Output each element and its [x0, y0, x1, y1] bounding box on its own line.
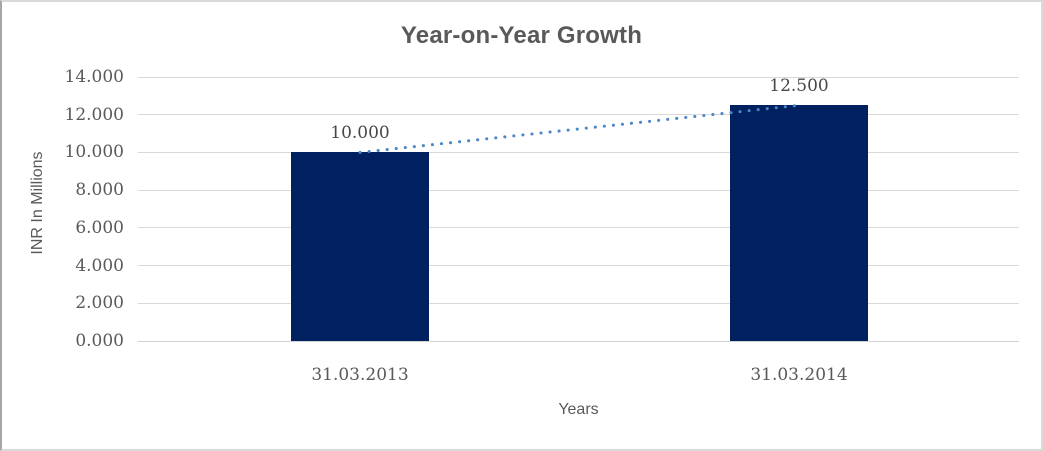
bar-data-label: 12.500	[769, 76, 829, 96]
gridline	[138, 302, 1019, 304]
chart-title: Year-on-Year Growth	[400, 22, 643, 49]
y-tick-label: 2.000	[75, 293, 124, 314]
plot-area: 10.000 12.500	[138, 76, 1019, 342]
y-tick-label: 12.000	[64, 104, 124, 125]
category-label: 31.03.2014	[750, 365, 848, 385]
bar-31.03.2013	[291, 152, 429, 341]
gridline	[138, 151, 1019, 153]
y-axis-title: INR In Millions	[29, 151, 46, 255]
bar-data-label: 10.000	[330, 123, 390, 143]
gridline	[138, 265, 1019, 267]
y-tick-label: 10.000	[64, 142, 124, 163]
y-tick-label: 14.000	[64, 67, 124, 87]
y-tick-label: 8.000	[75, 180, 124, 201]
bar-31.03.2014	[730, 105, 868, 341]
y-tick-label: 0.000	[75, 331, 124, 351]
y-tick-label: 4.000	[75, 255, 124, 276]
category-label: 31.03.2013	[311, 365, 409, 385]
gridline	[138, 340, 1019, 342]
gridline	[138, 227, 1019, 229]
trendline	[358, 103, 801, 154]
gridline	[138, 76, 1019, 78]
x-axis-title: Years	[558, 401, 599, 418]
gridline	[138, 114, 1019, 116]
y-tick-label: 6.000	[75, 217, 124, 238]
gridline	[138, 189, 1019, 191]
